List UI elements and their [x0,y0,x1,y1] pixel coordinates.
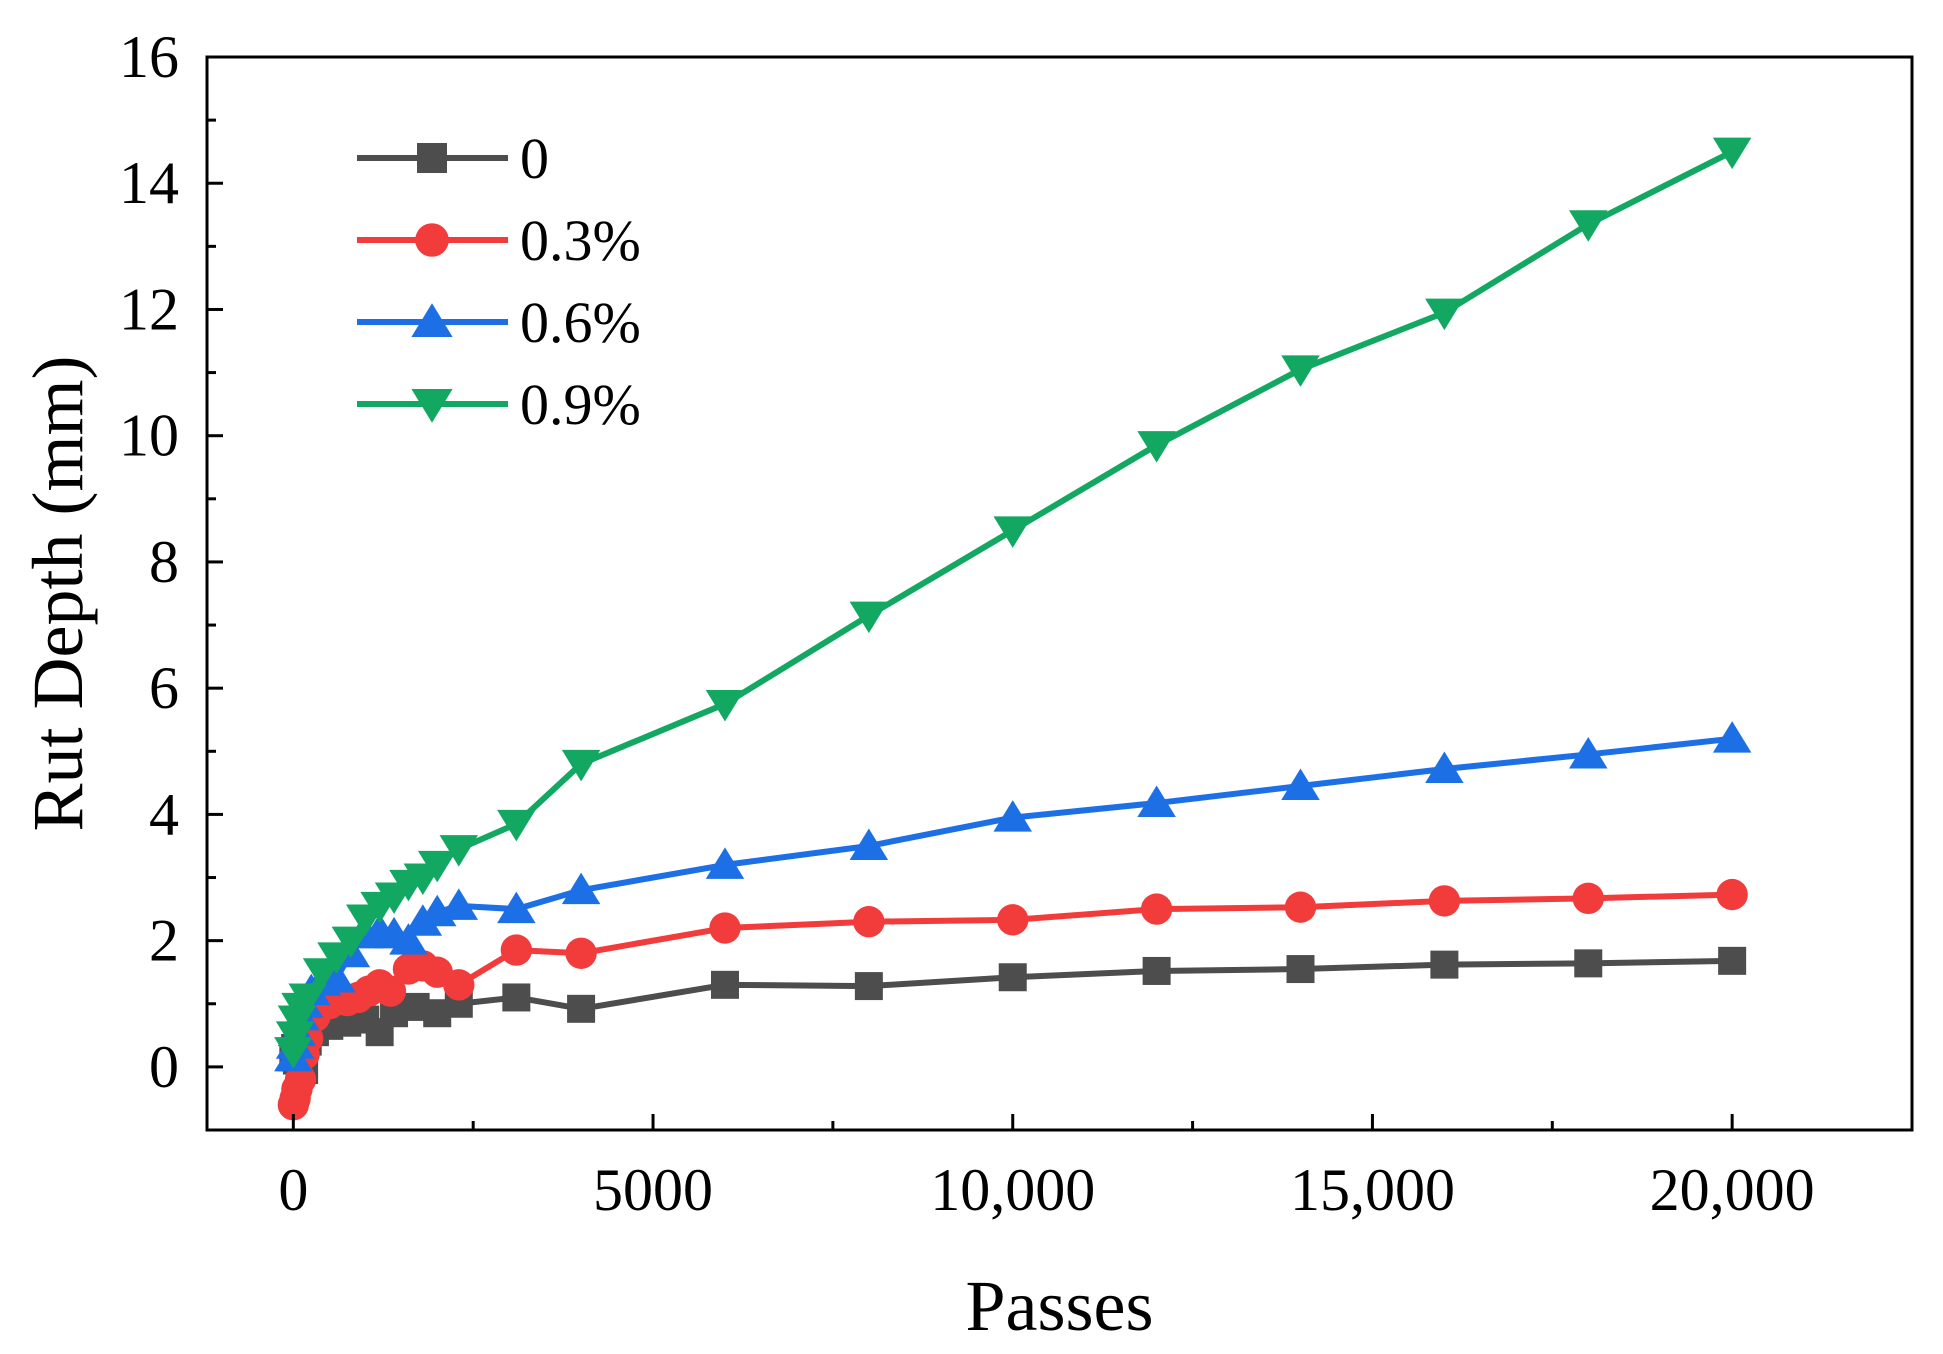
data-point [993,516,1032,548]
ticks-layer: 0 5000 10,000 15,000 20,000 0 2 4 6 8 10 12 14 16 [119,24,1815,1223]
data-point [500,934,533,966]
series-0 [279,946,1747,1085]
data-point [439,888,479,920]
data-point [497,809,536,842]
data-point [1572,882,1604,915]
data-point [502,983,531,1012]
x-tick-label: 0 [278,1157,308,1223]
legend-item: 0.6% [357,290,641,355]
data-point [1286,955,1315,984]
data-point [1718,946,1747,975]
series-layer [274,137,1752,1121]
legend-label: 0.9% [520,372,641,437]
data-point [998,963,1027,992]
legend-marker [411,389,453,423]
data-point [993,800,1032,832]
data-point [1712,721,1752,753]
data-point [1430,950,1459,979]
legend-marker [411,303,453,337]
data-point [1712,137,1752,170]
legend-label: 0 [520,126,549,191]
y-tick-label: 8 [149,529,179,595]
x-tick-label: 10,000 [930,1157,1095,1223]
y-tick-label: 16 [119,24,179,90]
data-point [1142,956,1171,985]
legend-marker [417,143,447,173]
series-0-9pct [274,137,1752,1069]
series-0-3pct [277,878,1748,1121]
data-point [331,926,371,959]
data-point [1574,949,1603,978]
data-point [1140,893,1173,925]
legend-label: 0.3% [520,208,641,273]
data-point [443,969,475,1001]
data-point [710,970,739,999]
data-point [1569,736,1608,769]
data-point [1425,751,1464,783]
data-point [1428,885,1461,917]
x-axis-title: Passes [965,1266,1153,1346]
data-point [561,872,601,905]
data-point [705,847,745,879]
data-point [849,828,889,860]
y-tick-label: 0 [149,1034,179,1100]
data-point [561,749,601,782]
y-axis-title: Rut Depth (mm) [18,356,98,832]
data-point [565,937,597,969]
series-0-6pct [274,721,1752,1072]
data-point [317,961,356,993]
data-point [709,912,741,944]
legend-label: 0.6% [520,290,641,355]
legend: 0 0.3% 0.6% 0.9% [357,126,641,437]
data-point [1137,431,1176,463]
legend-item: 0.9% [357,372,641,437]
plot-frame [205,55,1914,1132]
data-point [705,689,745,722]
data-point [284,1063,317,1096]
data-point [417,850,457,883]
data-point [1284,891,1317,923]
y-tick-label: 6 [149,655,179,721]
y-tick-label: 14 [119,150,179,216]
data-point [1137,785,1176,818]
data-point [854,972,883,1001]
data-point [997,904,1029,936]
legend-item: 0 [357,126,549,191]
data-point [275,1021,315,1053]
y-tick-label: 12 [119,276,179,342]
data-point [853,906,885,938]
data-point [374,975,407,1007]
data-point [1716,878,1748,911]
data-point [1425,298,1464,331]
data-point [497,891,536,924]
x-tick-label: 15,000 [1290,1157,1455,1223]
data-point [1281,768,1320,801]
data-point [1569,210,1608,242]
data-point [849,601,889,634]
legend-marker [415,223,449,257]
x-tick-label: 5000 [593,1157,713,1223]
y-tick-label: 4 [149,781,179,847]
data-point [439,835,479,867]
data-point [274,1037,313,1069]
y-tick-label: 2 [149,908,179,974]
data-point [288,983,327,1015]
data-point [389,923,428,955]
data-point [567,994,596,1023]
x-tick-label: 20,000 [1650,1157,1815,1223]
data-point [1281,355,1320,387]
y-tick-label: 10 [119,403,179,469]
legend-item: 0.3% [357,208,641,273]
